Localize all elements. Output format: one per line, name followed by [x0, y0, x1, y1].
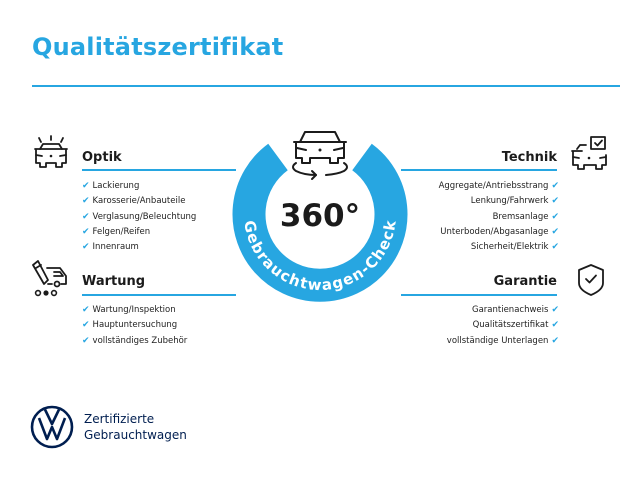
check-icon: ✔	[551, 211, 559, 222]
ring-label-char: t	[298, 274, 309, 293]
shield-check-icon	[578, 264, 604, 296]
car-service-icon	[32, 260, 67, 297]
list-item: Aggregate/Antriebsstrang ✔	[439, 179, 559, 194]
check-icon: ✔	[551, 226, 559, 237]
list-item: Lenkung/Fahrwerk ✔	[439, 194, 559, 209]
check-icon: ✔	[551, 196, 559, 207]
list-item: vollständige Unterlagen ✔	[447, 334, 559, 349]
check-icon: ✔	[82, 242, 90, 253]
section-title-technik: Technik	[501, 150, 557, 165]
check-icon: ✔	[551, 181, 559, 191]
list-item-label: Garantienachweis	[472, 305, 549, 315]
section-divider-wartung	[82, 294, 236, 296]
check-icon: ✔	[82, 226, 90, 237]
vw-logo	[30, 405, 74, 449]
list-item-label: Lenkung/Fahrwerk	[470, 196, 549, 207]
check-icon: ✔	[82, 320, 90, 331]
section-divider-garantie	[401, 294, 557, 296]
car-checklist-icon	[571, 136, 607, 170]
list-item: Unterboden/Abgasanlage ✔	[439, 225, 559, 240]
ring-label-char: G	[240, 219, 260, 234]
list-item: ✔ Karosserie/Anbauteile	[82, 194, 196, 209]
title-divider	[32, 85, 620, 87]
check-icon: ✔	[82, 305, 90, 315]
list-item: ✔ Lackierung	[82, 179, 196, 194]
list-garantie: Garantienachweis ✔ Qualitätszertifikat ✔ v…	[447, 303, 559, 349]
check-icon: ✔	[82, 181, 90, 191]
list-item-label: vollständiges Zubehör	[92, 335, 188, 346]
list-item-label: Bremsanlage	[492, 211, 549, 222]
ring-label-char: w	[307, 275, 322, 294]
ring-label-char: g	[330, 273, 345, 293]
check-icon: ✔	[82, 196, 90, 207]
list-item-label: Karosserie/Anbauteile	[92, 196, 186, 207]
check-icon: ✔	[82, 211, 90, 222]
list-item: ✔ Verglasung/Beleuchtung	[82, 210, 196, 225]
list-item-label: Lackierung	[92, 181, 140, 191]
list-item: ✔ vollständiges Zubehör	[82, 334, 187, 349]
list-optik: ✔ Lackierung ✔ Karosserie/Anbauteile ✔ Verg…	[82, 179, 196, 255]
ring	[232, 143, 408, 302]
list-item-label: Unterboden/Abgasanlage	[440, 226, 549, 237]
list-item-label: Sicherheit/Elektrik	[470, 242, 549, 253]
list-item-label: Aggregate/Antriebsstrang	[438, 181, 549, 191]
page-title: Qualitätszertifikat	[32, 33, 284, 61]
check-icon: ✔	[82, 335, 90, 346]
list-item: Bremsanlage ✔	[439, 210, 559, 225]
center-value: 360°	[280, 198, 360, 234]
check-icon: ✔	[551, 305, 559, 315]
list-item: ✔ Wartung/Inspektion	[82, 303, 187, 318]
check-icon: ✔	[551, 320, 559, 331]
list-item: ✔ Hauptuntersuchung	[82, 318, 187, 333]
list-item: ✔ Innenraum	[82, 240, 196, 255]
ring-label-char: k	[380, 218, 400, 232]
brand-line-1: Zertifizierte	[84, 412, 155, 426]
check-icon: ✔	[551, 335, 559, 346]
ring-label-char: a	[321, 275, 333, 294]
section-title-wartung: Wartung	[82, 274, 146, 289]
brand-line-2: Gebrauchtwagen	[84, 428, 187, 442]
list-item: ✔ Felgen/Reifen	[82, 225, 196, 240]
list-item-label: Innenraum	[92, 242, 139, 253]
list-item: Qualitätszertifikat ✔	[447, 318, 559, 333]
section-divider-optik	[82, 169, 236, 171]
list-item-label: Qualitätszertifikat	[472, 320, 549, 331]
list-technik: Aggregate/Antriebsstrang ✔ Lenkung/Fahrwe…	[439, 179, 559, 255]
section-title-optik: Optik	[82, 150, 122, 165]
section-divider-technik	[401, 169, 557, 171]
list-item: Sicherheit/Elektrik ✔	[439, 240, 559, 255]
brand-text: Zertifizierte Gebrauchtwagen	[84, 411, 187, 443]
list-item-label: Wartung/Inspektion	[92, 305, 176, 315]
check-icon: ✔	[551, 242, 559, 253]
car-lights-icon	[34, 135, 68, 168]
section-title-garantie: Garantie	[493, 274, 557, 289]
list-wartung: ✔ Wartung/Inspektion ✔ Hauptuntersuchung ✔…	[82, 303, 187, 349]
list-item-label: Hauptuntersuchung	[92, 320, 178, 331]
car-rotate-icon	[292, 131, 348, 180]
list-item-label: Felgen/Reifen	[92, 226, 151, 237]
list-item: Garantienachweis ✔	[447, 303, 559, 318]
list-item-label: Verglasung/Beleuchtung	[92, 211, 197, 222]
list-item-label: vollständige Unterlagen	[446, 335, 549, 346]
